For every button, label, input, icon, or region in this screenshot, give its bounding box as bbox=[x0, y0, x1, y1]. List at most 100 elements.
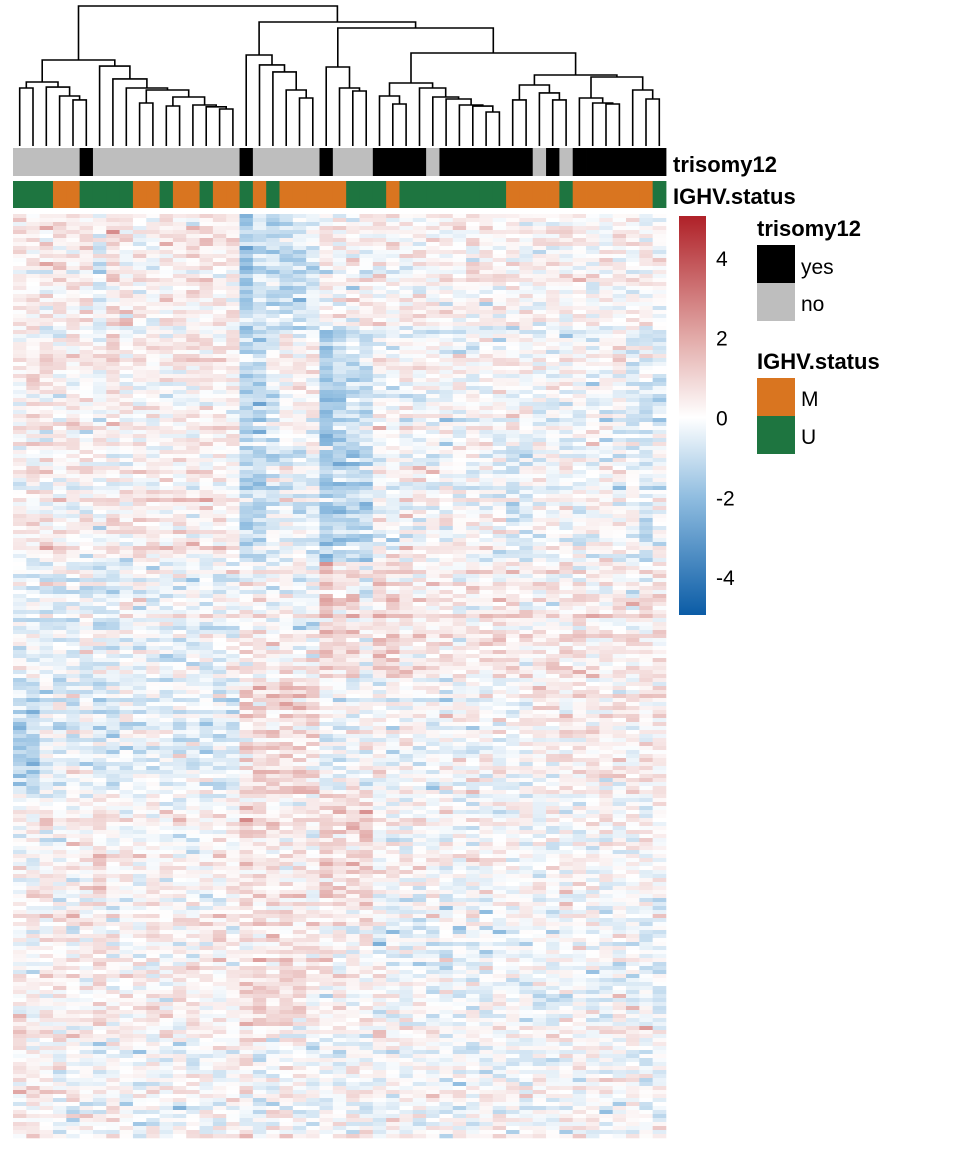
heatmap-cell bbox=[212, 214, 227, 219]
heatmap-cell bbox=[359, 322, 374, 327]
heatmap-cell bbox=[386, 474, 400, 479]
heatmap-cell bbox=[279, 462, 294, 467]
heatmap-cell bbox=[519, 234, 534, 239]
heatmap-cell bbox=[306, 514, 320, 519]
heatmap-cell bbox=[479, 258, 494, 263]
heatmap-cell bbox=[319, 390, 334, 395]
heatmap-cell bbox=[639, 478, 653, 483]
heatmap-cell bbox=[386, 538, 400, 543]
heatmap-cell bbox=[159, 434, 174, 439]
heatmap-cell bbox=[146, 298, 160, 303]
heatmap-cell bbox=[92, 214, 107, 219]
heatmap-cell bbox=[239, 346, 254, 351]
heatmap-cell bbox=[79, 266, 94, 271]
heatmap-cell bbox=[626, 546, 640, 551]
heatmap-cell bbox=[572, 430, 587, 435]
heatmap-cell bbox=[612, 266, 627, 271]
heatmap-cell bbox=[332, 350, 347, 355]
heatmap-cell bbox=[319, 318, 334, 323]
heatmap-cell bbox=[52, 442, 67, 447]
heatmap-cell bbox=[612, 350, 627, 355]
heatmap-cell bbox=[52, 326, 67, 331]
heatmap-cell bbox=[546, 362, 560, 367]
heatmap-cell bbox=[332, 238, 347, 243]
heatmap-cell bbox=[372, 458, 387, 463]
heatmap-cell bbox=[52, 570, 67, 575]
heatmap-cell bbox=[146, 370, 160, 375]
heatmap-cell bbox=[159, 414, 174, 419]
heatmap-cell bbox=[252, 398, 267, 403]
heatmap-cell bbox=[106, 346, 120, 351]
heatmap-cell bbox=[532, 478, 547, 483]
heatmap-cell bbox=[652, 594, 667, 599]
heatmap-cell bbox=[412, 286, 427, 291]
heatmap-cell bbox=[226, 214, 240, 219]
heatmap-cell bbox=[319, 218, 334, 223]
heatmap-cell bbox=[412, 238, 427, 243]
heatmap-cell bbox=[292, 362, 307, 367]
heatmap-cell bbox=[52, 430, 67, 435]
heatmap-cell bbox=[412, 262, 427, 267]
heatmap-cell bbox=[239, 578, 254, 583]
heatmap-cell bbox=[292, 586, 307, 591]
heatmap-cell bbox=[386, 362, 400, 367]
heatmap-cell bbox=[372, 278, 387, 283]
heatmap-cell bbox=[266, 418, 280, 423]
heatmap-cell bbox=[159, 242, 174, 247]
heatmap-cell bbox=[92, 550, 107, 555]
heatmap-cell bbox=[26, 434, 40, 439]
heatmap-cell bbox=[266, 502, 280, 507]
heatmap-cell bbox=[39, 386, 54, 391]
heatmap-cell bbox=[492, 334, 507, 339]
heatmap-cell bbox=[346, 602, 360, 607]
heatmap-cell bbox=[652, 578, 667, 583]
heatmap-cell bbox=[212, 362, 227, 367]
heatmap-cell bbox=[546, 502, 560, 507]
heatmap-cell bbox=[199, 398, 214, 403]
heatmap-cell bbox=[439, 538, 454, 543]
heatmap-cell bbox=[79, 430, 94, 435]
heatmap-cell bbox=[572, 358, 587, 363]
heatmap-cell bbox=[332, 302, 347, 307]
heatmap-cell bbox=[186, 442, 200, 447]
heatmap-cell bbox=[532, 342, 547, 347]
heatmap-cell bbox=[652, 554, 667, 559]
heatmap-cell bbox=[212, 458, 227, 463]
heatmap-cell bbox=[292, 574, 307, 579]
heatmap-cell bbox=[199, 354, 214, 359]
heatmap-cell bbox=[399, 442, 414, 447]
heatmap-cell bbox=[492, 342, 507, 347]
heatmap-cell bbox=[172, 606, 187, 611]
heatmap-cell bbox=[146, 394, 160, 399]
heatmap-cell bbox=[372, 246, 387, 251]
heatmap-cell bbox=[159, 442, 174, 447]
heatmap-cell bbox=[226, 398, 240, 403]
heatmap-cell bbox=[492, 566, 507, 571]
heatmap-cell bbox=[212, 534, 227, 539]
heatmap-cell bbox=[572, 470, 587, 475]
heatmap-cell bbox=[412, 446, 427, 451]
heatmap-cell bbox=[586, 538, 600, 543]
heatmap-cell bbox=[106, 478, 120, 483]
heatmap-cell bbox=[652, 422, 667, 427]
heatmap-cell bbox=[532, 230, 547, 235]
heatmap-cell bbox=[426, 418, 440, 423]
heatmap-cell bbox=[119, 318, 134, 323]
heatmap-cell bbox=[572, 418, 587, 423]
heatmap-cell bbox=[172, 422, 187, 427]
heatmap-cell bbox=[386, 366, 400, 371]
heatmap-cell bbox=[426, 394, 440, 399]
heatmap-cell bbox=[346, 522, 360, 527]
heatmap-cell bbox=[572, 282, 587, 287]
heatmap-cell bbox=[346, 314, 360, 319]
heatmap-cell bbox=[132, 518, 147, 523]
heatmap-cell bbox=[13, 370, 27, 375]
heatmap-cell bbox=[26, 446, 40, 451]
heatmap-cell bbox=[159, 370, 174, 375]
heatmap-cell bbox=[79, 330, 94, 335]
heatmap-cell bbox=[332, 598, 347, 603]
heatmap-cell bbox=[452, 394, 467, 399]
heatmap-cell bbox=[92, 602, 107, 607]
heatmap-cell bbox=[466, 442, 480, 447]
heatmap-cell bbox=[226, 498, 240, 503]
